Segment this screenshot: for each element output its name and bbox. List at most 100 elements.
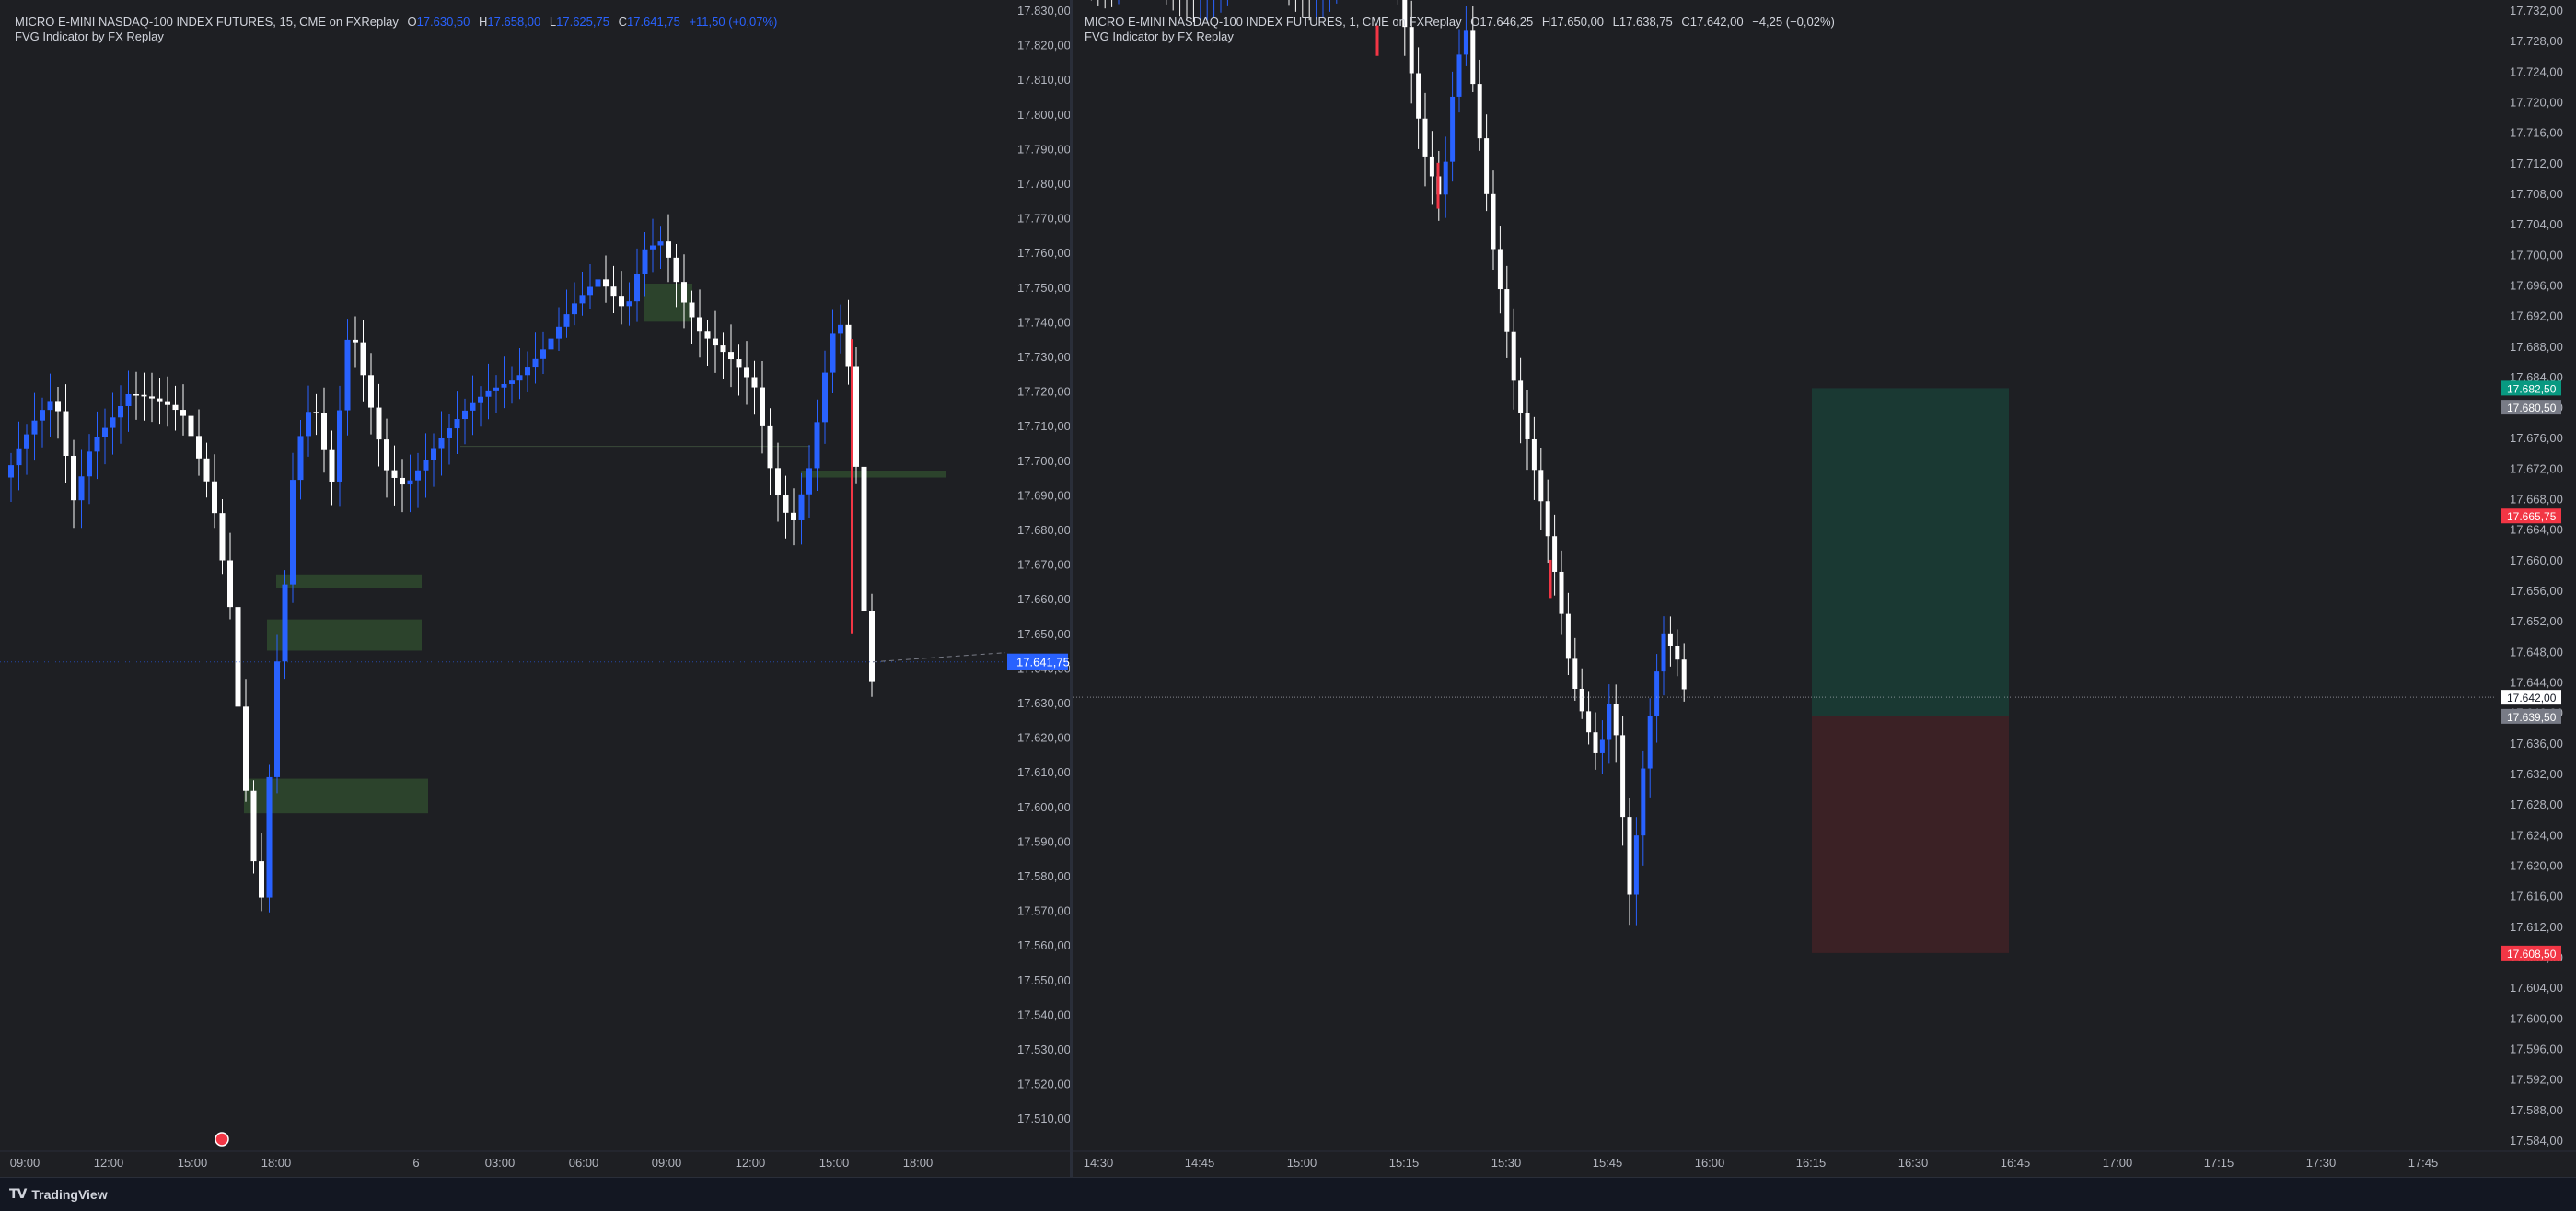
candle-body[interactable] [391,470,398,478]
candle-body[interactable] [1429,156,1434,177]
candle-body[interactable] [438,437,445,449]
position-target-zone[interactable] [1812,388,2009,716]
candle-body[interactable] [587,286,593,296]
candle-body[interactable] [806,468,812,495]
candle-body[interactable] [1504,289,1510,332]
candle-body[interactable] [94,437,100,452]
candle-body[interactable] [1470,30,1476,85]
candle-body[interactable] [1450,96,1456,162]
candle-body[interactable] [212,481,217,514]
candle-body[interactable] [360,342,366,376]
candle-body[interactable] [454,419,460,429]
candle-body[interactable] [501,383,507,388]
candle-body[interactable] [540,349,546,359]
candle-body[interactable] [1511,331,1516,381]
candle-body[interactable] [713,338,718,346]
candle-body[interactable] [290,480,296,585]
candle-body[interactable] [282,584,288,662]
candle-body[interactable] [24,434,29,449]
candle-body[interactable] [814,422,820,469]
candle-body[interactable] [1484,138,1490,194]
candle-body[interactable] [384,439,389,471]
candle-body[interactable] [219,513,226,561]
candle-body[interactable] [1633,835,1639,895]
candle-body[interactable] [297,436,304,481]
candle-body[interactable] [525,367,530,376]
candle-body[interactable] [673,257,679,283]
candle-body[interactable] [8,465,14,478]
candle-body[interactable] [838,324,843,334]
symbol-title[interactable]: MICRO E-MINI NASDAQ-100 INDEX FUTURES, 1… [15,15,399,29]
fvg-zone[interactable] [801,470,946,478]
candle-body[interactable] [1531,438,1537,471]
candle-body[interactable] [470,402,476,411]
candle-body[interactable] [259,861,264,898]
candle-body[interactable] [532,358,539,368]
candle-body[interactable] [344,339,351,411]
candle-body[interactable] [1491,193,1496,250]
indicator-label[interactable]: FVG Indicator by FX Replay [1085,29,1234,43]
candle-body[interactable] [516,375,523,381]
candle-body[interactable] [861,466,867,611]
candle-body[interactable] [681,282,687,303]
candle-body[interactable] [1681,659,1687,690]
candle-body[interactable] [16,448,22,466]
candle-body[interactable] [125,394,132,406]
earnings-flag-icon[interactable] [215,1132,229,1147]
candle-body[interactable] [274,661,280,777]
candle-body[interactable] [493,387,499,391]
candle-body[interactable] [63,411,69,456]
candle-body[interactable] [313,412,319,413]
candle-body[interactable] [1497,249,1503,290]
candle-body[interactable] [110,417,116,428]
candle-body[interactable] [1409,27,1414,74]
candle-body[interactable] [1518,380,1524,413]
candle-body[interactable] [306,412,311,437]
candle-body[interactable] [180,410,186,416]
candle-body[interactable] [1572,658,1578,689]
candle-body[interactable] [165,401,170,405]
candle-body[interactable] [579,295,586,304]
candle-body[interactable] [407,480,413,485]
candle-body[interactable] [744,367,749,378]
candle-body[interactable] [133,394,139,396]
candle-body[interactable] [376,407,382,440]
candle-body[interactable] [666,241,671,258]
candle-body[interactable] [783,495,789,513]
candle-body[interactable] [619,296,624,307]
tradingview-logo[interactable]: TV TradingView [9,1187,108,1202]
candle-body[interactable] [196,436,202,459]
candle-body[interactable] [642,249,648,274]
candle-body[interactable] [1586,711,1592,733]
candle-body[interactable] [1422,118,1428,157]
candle-body[interactable] [1416,73,1421,119]
candle-body[interactable] [845,324,852,367]
candle-body[interactable] [1627,817,1632,895]
candle-body[interactable] [563,314,570,327]
candle-body[interactable] [657,241,664,246]
candle-body[interactable] [1647,716,1653,769]
candle-body[interactable] [149,396,155,399]
candle-body[interactable] [368,375,374,408]
candle-body[interactable] [462,410,468,420]
candle-body[interactable] [47,401,53,411]
candle-body[interactable] [40,410,45,421]
chart-pane-right[interactable]: MICRO E-MINI NASDAQ-100 INDEX FUTURES, 1… [1073,0,2576,1177]
candle-body[interactable] [250,790,257,862]
candle-body[interactable] [704,331,711,339]
candle-body[interactable] [1525,413,1530,439]
candle-body[interactable] [353,339,358,343]
candle-body[interactable] [1545,501,1550,537]
fvg-zone[interactable] [244,778,428,814]
candle-body[interactable] [603,279,609,287]
candle-body[interactable] [141,394,147,397]
candle-body[interactable] [595,279,601,287]
candle-body[interactable] [798,494,805,520]
candle-body[interactable] [1443,161,1448,195]
candle-body[interactable] [423,460,429,471]
candle-body[interactable] [556,326,562,339]
candle-body[interactable] [266,776,273,898]
candle-body[interactable] [1565,613,1571,659]
fvg-zone[interactable] [276,574,422,588]
candle-body[interactable] [572,303,577,315]
